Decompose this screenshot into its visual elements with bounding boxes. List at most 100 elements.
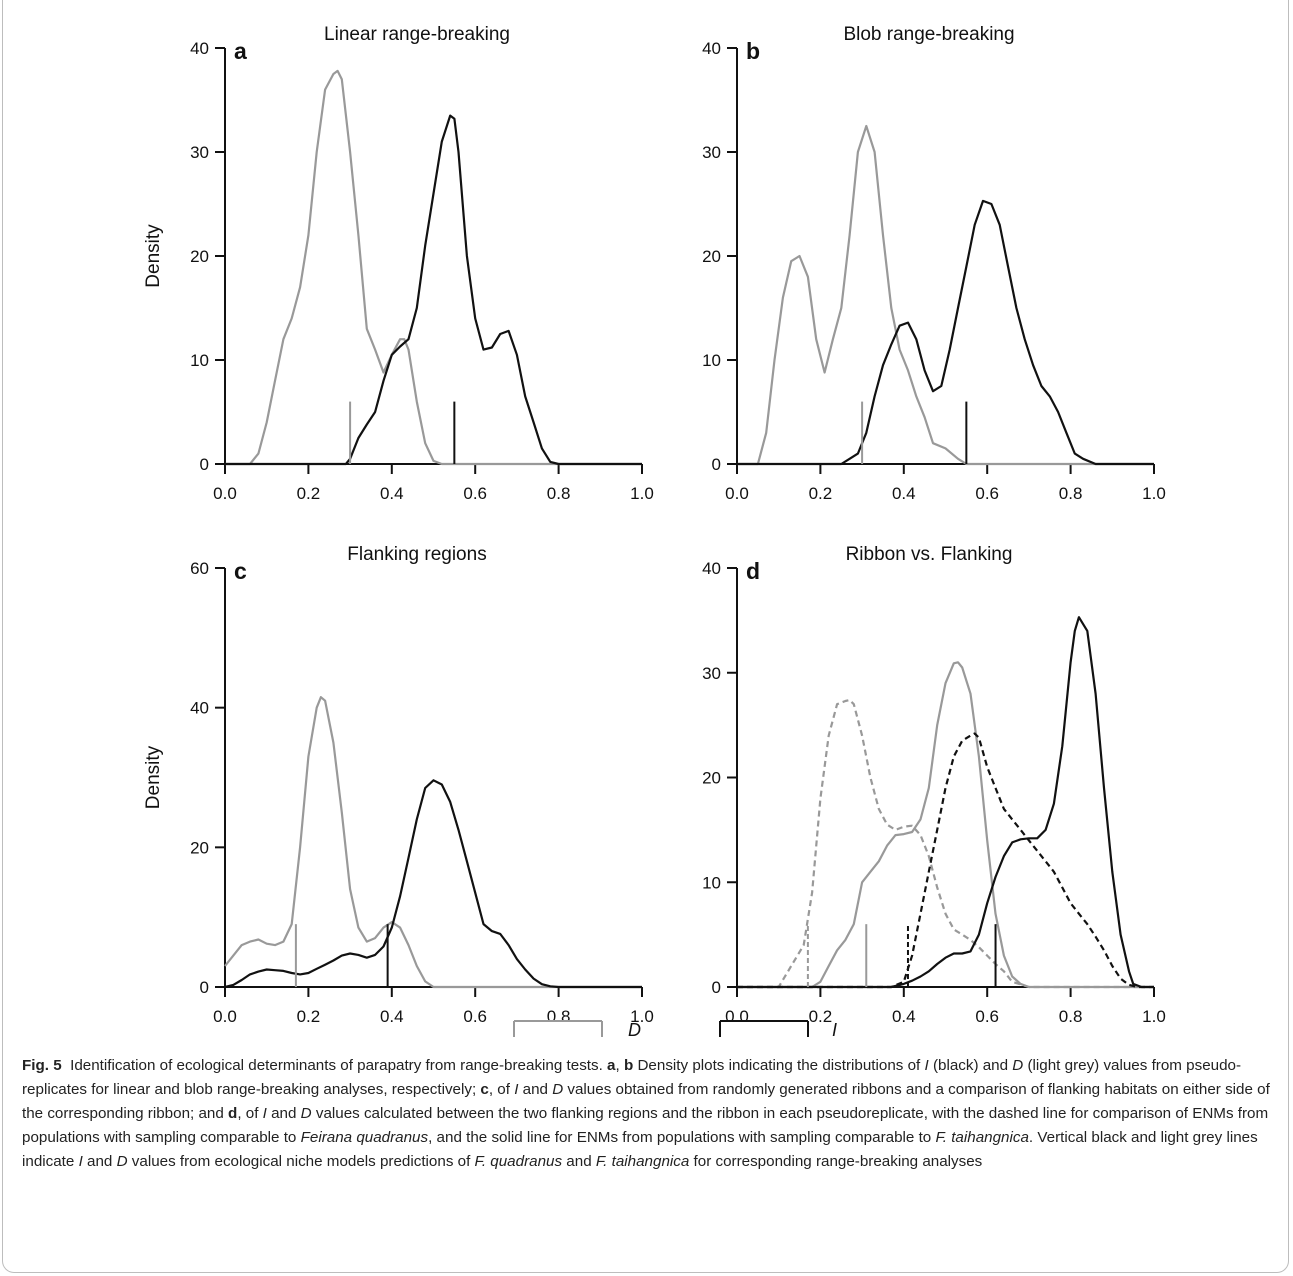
chart-title: Blob range-breaking xyxy=(843,24,1014,45)
caption-segment: values obtained from randomly generated … xyxy=(22,1081,1270,1122)
series-d-solid-line xyxy=(737,661,1154,989)
series-d-solid-line xyxy=(224,696,642,989)
caption-segment: I xyxy=(514,1081,519,1098)
caption-text: Identification of ecological determinant… xyxy=(22,1057,1270,1170)
y-tick-label: 40 xyxy=(190,699,209,718)
x-tick-label: 0.0 xyxy=(213,1007,237,1026)
caption-segment: F. quadranus xyxy=(474,1153,563,1170)
caption-segment: D xyxy=(116,1153,128,1170)
x-tick-label: 0.2 xyxy=(297,484,321,503)
x-tick-label: 0.2 xyxy=(809,484,833,503)
x-tick-label: 0.6 xyxy=(975,484,999,503)
y-axis-label: Density xyxy=(143,745,164,809)
caption-segment: , of xyxy=(488,1081,515,1098)
caption-segment: , of xyxy=(237,1105,263,1122)
y-tick-label: 40 xyxy=(702,39,721,58)
y-axis-label: Density xyxy=(143,224,164,288)
legend-i-label: I xyxy=(832,1020,837,1040)
x-tick-label: 1.0 xyxy=(630,1007,654,1026)
y-tick-label: 40 xyxy=(702,559,721,578)
series-i-solid-line xyxy=(224,779,642,989)
series-d-solid-line xyxy=(225,69,642,466)
caption-segment: a xyxy=(607,1057,616,1074)
chart-title: Ribbon vs. Flanking xyxy=(846,544,1013,565)
x-tick-label: 0.2 xyxy=(297,1007,321,1026)
y-tick-label: 30 xyxy=(702,143,721,162)
panel-letter: a xyxy=(234,38,247,64)
x-tick-label: 0.8 xyxy=(1059,1007,1083,1026)
x-tick-label: 0.4 xyxy=(380,484,404,503)
caption-segment: for corresponding range-breaking analyse… xyxy=(689,1153,983,1170)
legend: D I xyxy=(513,1020,837,1040)
caption-segment: , xyxy=(615,1057,624,1074)
y-tick-label: 30 xyxy=(702,664,721,683)
y-tick-label: 10 xyxy=(702,351,721,370)
x-tick-label: 0.6 xyxy=(463,484,487,503)
caption-segment: D xyxy=(1012,1057,1024,1074)
caption-segment: and xyxy=(82,1153,117,1170)
series-d-dashed-line xyxy=(737,698,1154,989)
x-tick-label: 1.0 xyxy=(630,484,654,503)
x-tick-label: 1.0 xyxy=(1142,1007,1166,1026)
caption-segment: I xyxy=(78,1153,83,1170)
x-tick-label: 0.0 xyxy=(725,1007,749,1026)
x-tick-label: 0.4 xyxy=(380,1007,404,1026)
caption-segment: I xyxy=(924,1057,929,1074)
panel-letter: b xyxy=(746,38,760,64)
x-tick-label: 0.4 xyxy=(892,484,916,503)
y-tick-label: 0 xyxy=(712,978,721,997)
y-tick-label: 60 xyxy=(190,559,209,578)
caption-segment: and xyxy=(266,1105,301,1122)
y-tick-label: 10 xyxy=(190,351,209,370)
y-tick-label: 30 xyxy=(190,143,209,162)
caption-segment: values calculated between the two flanki… xyxy=(22,1105,1269,1146)
y-tick-label: 20 xyxy=(702,769,721,788)
caption-segment: F. taihangnica xyxy=(935,1129,1029,1146)
caption-segment: and xyxy=(518,1081,553,1098)
caption-segment: D xyxy=(552,1081,564,1098)
x-tick-label: 0.6 xyxy=(463,1007,487,1026)
x-tick-label: 0.6 xyxy=(975,1007,999,1026)
y-tick-label: 40 xyxy=(190,39,209,58)
y-tick-label: 20 xyxy=(190,838,209,857)
y-tick-label: 20 xyxy=(702,247,721,266)
caption-segment: D xyxy=(300,1105,312,1122)
panel-d: 0 10 20 30 40 0.0 0.2 0.4 0.6 0.8 1.0 d Ribbon vs. F… xyxy=(702,544,1166,1026)
x-tick-label: 0.4 xyxy=(892,1007,916,1026)
panel-letter: d xyxy=(746,558,760,584)
series-i-solid-line xyxy=(225,114,642,466)
caption-segment: d xyxy=(228,1105,238,1122)
y-tick-label: 0 xyxy=(200,455,209,474)
x-tick-label: 0.8 xyxy=(547,484,571,503)
y-tick-label: 0 xyxy=(200,978,209,997)
y-tick-label: 10 xyxy=(702,873,721,892)
panel-c: 0 20 40 60 0.0 0.2 0.4 0.6 0.8 1.0 c Flanking regio… xyxy=(143,544,654,1026)
x-tick-label: 0.2 xyxy=(809,1007,833,1026)
caption-segment: Feirana quadranus xyxy=(300,1129,429,1146)
caption-segment: Density plots indicating the distributio… xyxy=(633,1057,925,1074)
series-i-solid-line xyxy=(737,199,1154,466)
x-tick-label: 0.0 xyxy=(213,484,237,503)
caption-segment: F. taihangnica xyxy=(595,1153,690,1170)
caption-segment: b xyxy=(623,1057,634,1074)
caption-segment: values from ecological niche models pred… xyxy=(127,1153,475,1170)
x-tick-label: 0.0 xyxy=(725,484,749,503)
caption-segment: I xyxy=(262,1105,267,1122)
chart-title: Linear range-breaking xyxy=(324,24,510,45)
legend-d-label: D xyxy=(628,1020,641,1040)
figure-label: Fig. 5 xyxy=(22,1057,62,1074)
y-tick-label: 0 xyxy=(712,455,721,474)
series-i-solid-line xyxy=(737,616,1154,989)
figure-caption: Fig. 5 Identification of ecological dete… xyxy=(22,1054,1280,1174)
panel-a: 0 10 20 30 40 0.0 0.2 0.4 0.6 0.8 1.0 a Linear range… xyxy=(143,24,654,503)
caption-segment: , and the solid line for ENMs from popul… xyxy=(428,1129,936,1146)
x-tick-label: 1.0 xyxy=(1142,484,1166,503)
caption-segment: Identification of ecological determinant… xyxy=(70,1057,608,1074)
caption-segment: c xyxy=(480,1081,489,1098)
caption-segment: (light grey) values from pseudo-replicat… xyxy=(22,1057,1242,1098)
y-tick-label: 20 xyxy=(190,247,209,266)
panel-b: 0 10 20 30 40 0.0 0.2 0.4 0.6 0.8 1.0 b Blob range-b… xyxy=(702,24,1166,503)
series-d-solid-line xyxy=(737,124,1154,466)
caption-segment: and xyxy=(562,1153,596,1170)
